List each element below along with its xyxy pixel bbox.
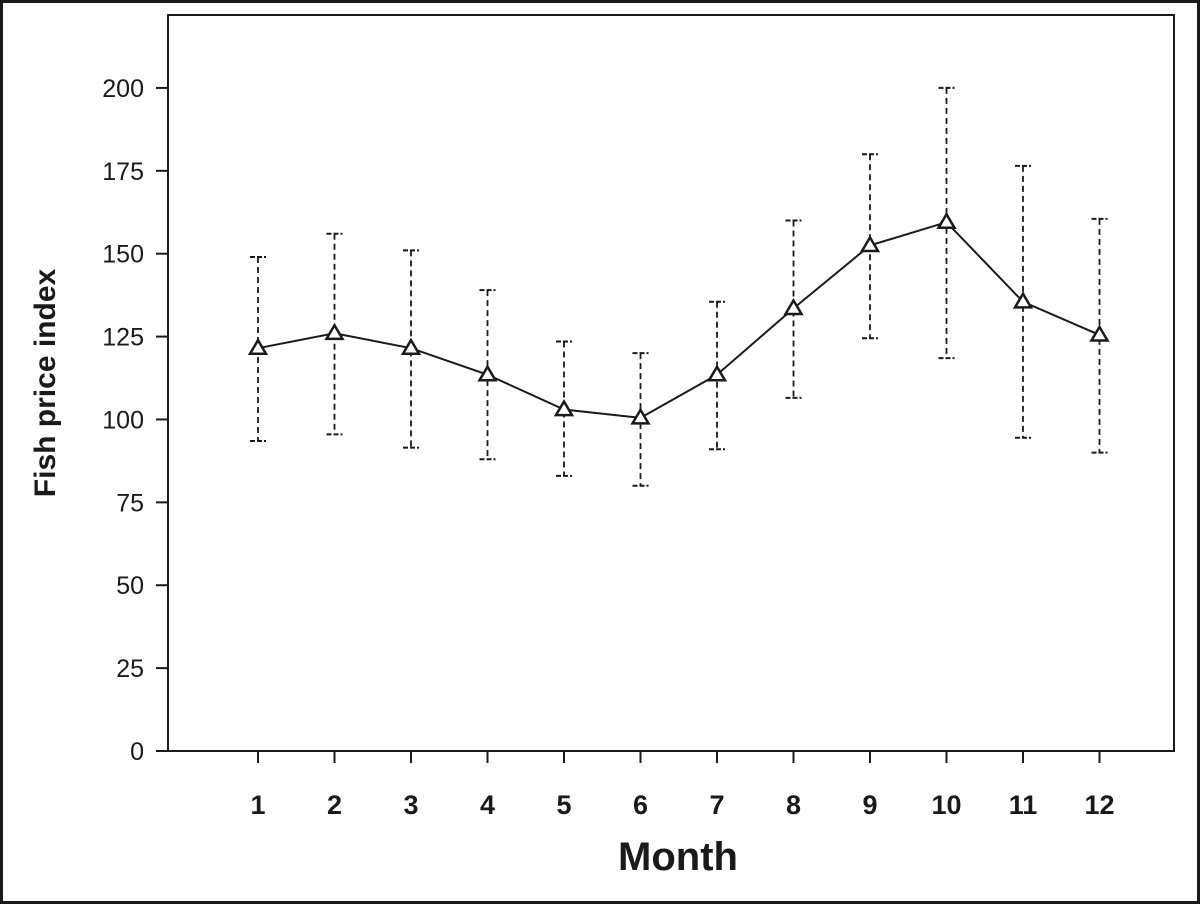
x-tick-label: 10 [931, 790, 961, 820]
y-tick-label: 25 [116, 655, 144, 683]
data-point-marker [553, 399, 575, 417]
y-tick-label: 50 [116, 572, 144, 600]
data-point-marker [247, 337, 269, 356]
x-tick-label: 5 [556, 790, 571, 820]
y-axis-ticks: 0 25 50 75 100 125 150 175 200 [102, 75, 168, 766]
x-axis-ticks: 1 2 3 4 5 6 7 8 9 10 11 12 [250, 751, 1115, 820]
x-axis-title: Month [618, 835, 738, 879]
y-tick-label: 0 [130, 738, 144, 766]
series-line-group [257, 221, 1100, 419]
x-tick-label: 6 [633, 790, 648, 820]
data-point-marker [1012, 291, 1034, 309]
x-tick-label: 9 [862, 790, 877, 820]
data-point-marker [400, 337, 422, 356]
x-tick-label: 11 [1009, 790, 1038, 820]
y-tick-label: 200 [102, 75, 144, 103]
x-tick-label: 1 [250, 790, 265, 820]
data-point-marker [783, 297, 804, 316]
x-tick-label: 8 [786, 790, 801, 820]
error-bars [250, 86, 1108, 487]
data-point-marker [1089, 324, 1110, 342]
x-tick-label: 12 [1084, 790, 1114, 820]
data-point-marker [859, 234, 881, 253]
data-point-marker [324, 322, 345, 341]
x-tick-label: 2 [327, 790, 342, 820]
data-point-marker [936, 211, 957, 230]
series-line [257, 221, 1100, 419]
y-tick-label: 75 [116, 489, 144, 517]
y-tick-label: 125 [102, 324, 144, 352]
data-point-marker [477, 364, 498, 382]
y-tick-label: 150 [102, 241, 144, 269]
y-tick-label: 100 [102, 406, 144, 434]
x-tick-label: 7 [709, 790, 724, 820]
y-tick-label: 175 [102, 158, 144, 186]
data-point-marker [630, 407, 651, 425]
x-tick-label: 4 [480, 790, 495, 820]
data-point-markers [247, 211, 1110, 425]
y-axis-title: Fish price index [29, 268, 62, 497]
plot-area-frame [167, 14, 1175, 752]
data-point-marker [706, 364, 728, 382]
x-tick-label: 3 [403, 790, 418, 820]
